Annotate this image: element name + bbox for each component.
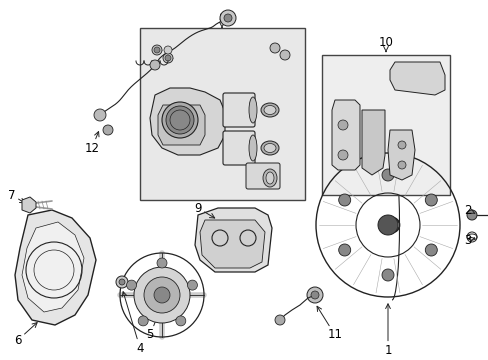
Polygon shape <box>150 88 224 155</box>
Ellipse shape <box>265 172 273 184</box>
Ellipse shape <box>263 169 276 187</box>
FancyBboxPatch shape <box>245 163 280 189</box>
Circle shape <box>338 244 350 256</box>
Text: 10: 10 <box>378 36 393 51</box>
Circle shape <box>397 141 405 149</box>
Ellipse shape <box>248 97 257 123</box>
Text: 9: 9 <box>194 202 214 218</box>
Circle shape <box>425 244 436 256</box>
Text: 12: 12 <box>84 132 99 154</box>
Circle shape <box>176 316 185 326</box>
Circle shape <box>306 287 323 303</box>
Polygon shape <box>15 210 96 325</box>
Text: 2: 2 <box>463 203 474 216</box>
Text: 1: 1 <box>384 304 391 356</box>
FancyBboxPatch shape <box>223 93 254 127</box>
Circle shape <box>337 120 347 130</box>
Circle shape <box>150 60 160 70</box>
Circle shape <box>165 106 194 134</box>
Circle shape <box>163 46 172 54</box>
Circle shape <box>154 287 170 303</box>
Polygon shape <box>195 208 271 272</box>
FancyBboxPatch shape <box>223 131 254 165</box>
Circle shape <box>138 316 148 326</box>
Text: 8: 8 <box>218 12 225 27</box>
Text: 11: 11 <box>316 306 342 342</box>
Bar <box>321 55 449 195</box>
Polygon shape <box>361 110 384 175</box>
Circle shape <box>187 280 197 290</box>
Text: 3: 3 <box>464 234 474 247</box>
Circle shape <box>126 280 136 290</box>
Circle shape <box>310 291 318 299</box>
Circle shape <box>134 267 190 323</box>
Circle shape <box>162 102 198 138</box>
Circle shape <box>157 258 167 268</box>
Polygon shape <box>200 220 264 268</box>
Circle shape <box>154 47 160 53</box>
Text: 6: 6 <box>14 323 37 346</box>
Bar <box>140 28 305 200</box>
Circle shape <box>381 269 393 281</box>
Text: 4: 4 <box>122 292 143 355</box>
Circle shape <box>152 45 162 55</box>
Circle shape <box>425 194 436 206</box>
Circle shape <box>220 10 236 26</box>
Circle shape <box>164 55 171 61</box>
Polygon shape <box>158 105 204 145</box>
Circle shape <box>337 150 347 160</box>
Circle shape <box>338 194 350 206</box>
Ellipse shape <box>264 105 275 114</box>
Circle shape <box>377 215 397 235</box>
Polygon shape <box>389 62 444 95</box>
Text: 5: 5 <box>146 309 161 342</box>
Circle shape <box>397 161 405 169</box>
Circle shape <box>466 210 476 220</box>
Circle shape <box>116 276 128 288</box>
Circle shape <box>103 125 113 135</box>
Ellipse shape <box>261 103 279 117</box>
Polygon shape <box>22 222 84 312</box>
Circle shape <box>274 315 285 325</box>
Circle shape <box>163 53 173 63</box>
Ellipse shape <box>248 135 257 161</box>
Circle shape <box>381 169 393 181</box>
Circle shape <box>94 109 106 121</box>
Ellipse shape <box>261 141 279 155</box>
Polygon shape <box>331 100 359 170</box>
Text: 7: 7 <box>8 189 25 203</box>
Circle shape <box>280 50 289 60</box>
Polygon shape <box>22 197 36 213</box>
Ellipse shape <box>264 144 275 153</box>
Circle shape <box>269 43 280 53</box>
Polygon shape <box>387 130 414 180</box>
Circle shape <box>143 277 180 313</box>
Circle shape <box>119 279 125 285</box>
Circle shape <box>224 14 231 22</box>
